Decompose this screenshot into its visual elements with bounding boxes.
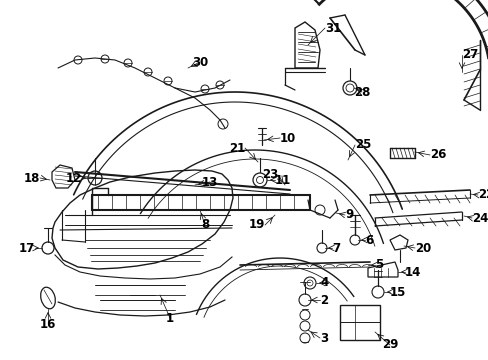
Text: 4: 4 bbox=[319, 276, 327, 289]
Text: 26: 26 bbox=[429, 148, 446, 162]
Text: 1: 1 bbox=[165, 311, 174, 324]
Text: 30: 30 bbox=[191, 55, 208, 68]
Text: 20: 20 bbox=[414, 242, 430, 255]
Text: 8: 8 bbox=[201, 219, 209, 231]
Text: 15: 15 bbox=[389, 285, 406, 298]
Text: 25: 25 bbox=[354, 139, 370, 152]
Text: 21: 21 bbox=[228, 141, 244, 154]
Text: 27: 27 bbox=[461, 49, 477, 62]
Text: 3: 3 bbox=[319, 332, 327, 345]
Text: 23: 23 bbox=[261, 168, 278, 181]
Text: 6: 6 bbox=[364, 234, 372, 247]
Text: 16: 16 bbox=[40, 319, 56, 332]
Text: 19: 19 bbox=[248, 219, 264, 231]
Text: 24: 24 bbox=[471, 211, 488, 225]
Text: 29: 29 bbox=[381, 338, 397, 351]
Text: 28: 28 bbox=[353, 85, 369, 99]
Text: 12: 12 bbox=[65, 171, 82, 184]
Text: 31: 31 bbox=[325, 22, 341, 35]
Text: 22: 22 bbox=[477, 189, 488, 202]
Text: 7: 7 bbox=[331, 242, 340, 255]
Text: 17: 17 bbox=[19, 242, 35, 255]
Text: 14: 14 bbox=[404, 266, 421, 279]
Text: 13: 13 bbox=[202, 175, 218, 189]
Text: 18: 18 bbox=[23, 171, 40, 184]
Text: 5: 5 bbox=[374, 258, 383, 271]
Text: 11: 11 bbox=[274, 174, 291, 186]
Text: 9: 9 bbox=[345, 208, 352, 221]
Text: 10: 10 bbox=[280, 131, 296, 144]
Text: 2: 2 bbox=[319, 293, 327, 306]
